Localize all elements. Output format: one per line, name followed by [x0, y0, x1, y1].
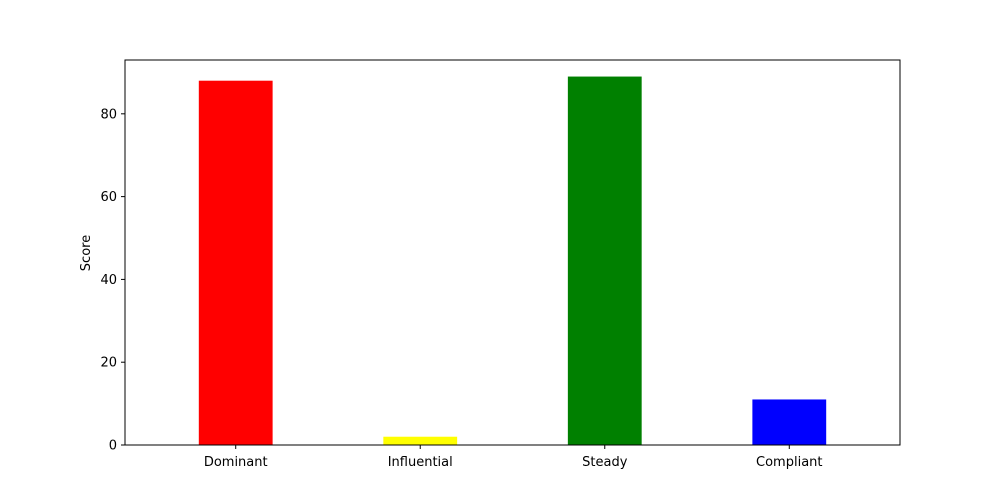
- y-tick-label: 60: [100, 190, 117, 205]
- y-axis: 0 20 40 60 80: [100, 107, 125, 454]
- bar-steady: [567, 76, 642, 445]
- x-axis: Dominant Influential Steady Compliant: [204, 445, 823, 470]
- y-tick-label: 0: [109, 439, 117, 454]
- bar-influential: [383, 436, 458, 445]
- x-tick-label: Dominant: [204, 455, 268, 470]
- y-tick-label: 80: [100, 107, 117, 122]
- y-axis-title: Score: [79, 235, 94, 271]
- y-tick-label: 20: [100, 356, 117, 371]
- x-tick-label: Compliant: [756, 455, 822, 470]
- bar-dominant: [198, 80, 273, 446]
- y-tick-label: 40: [100, 273, 117, 288]
- plot-frame: [124, 59, 901, 446]
- x-tick-label: Steady: [582, 455, 628, 470]
- x-tick-label: Influential: [388, 455, 453, 470]
- bar-compliant: [752, 399, 827, 445]
- bars-group: [198, 76, 827, 446]
